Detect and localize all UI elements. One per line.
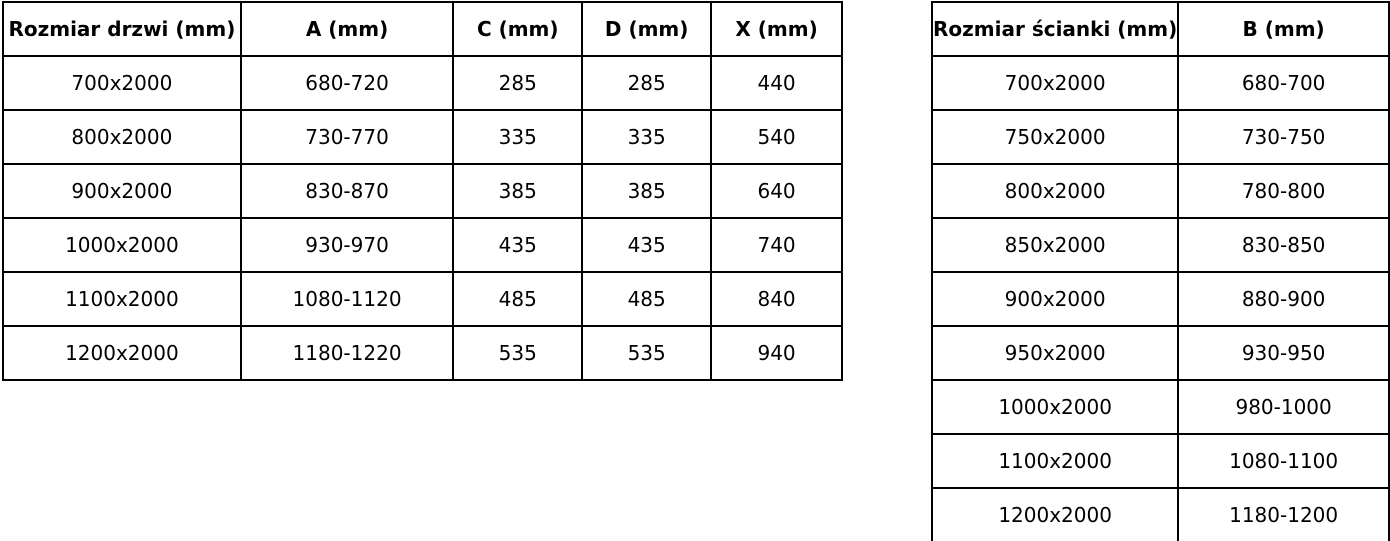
table-cell: 900x2000 — [2, 163, 242, 219]
table-cell: 335 — [581, 109, 713, 165]
table-cell: 1200x2000 — [2, 325, 242, 381]
table-cell: 830-870 — [239, 163, 455, 219]
column-header-d-mm: D (mm) — [581, 1, 713, 57]
table-cell: 385 — [452, 163, 584, 219]
wall-panel-sizes-table: Rozmiar ścianki (mm) B (mm) 700x2000 680-… — [931, 1, 1390, 541]
table-cell: 780-800 — [1177, 163, 1390, 219]
table-header-row: Rozmiar drzwi (mm) A (mm) C (mm) D (mm) … — [2, 1, 844, 57]
table-row: 900x2000 830-870 385 385 640 — [2, 163, 844, 219]
table-cell: 1100x2000 — [2, 271, 242, 327]
table-cell: 1080-1120 — [239, 271, 455, 327]
table-cell: 800x2000 — [2, 109, 242, 165]
table-cell: 730-770 — [239, 109, 455, 165]
table-cell: 850x2000 — [931, 217, 1180, 273]
table-cell: 930-970 — [239, 217, 455, 273]
table-cell: 1000x2000 — [2, 217, 242, 273]
table-row: 950x2000 930-950 — [931, 325, 1390, 381]
table-row: 1100x2000 1080-1100 — [931, 433, 1390, 489]
table-row: 800x2000 730-770 335 335 540 — [2, 109, 844, 165]
table-header-row: Rozmiar ścianki (mm) B (mm) — [931, 1, 1390, 57]
table-cell: 335 — [452, 109, 584, 165]
wall-panel-sizes-table-header: Rozmiar ścianki (mm) B (mm) — [931, 1, 1390, 57]
table-cell: 680-720 — [239, 55, 455, 111]
table-cell: 485 — [452, 271, 584, 327]
table-cell: 940 — [710, 325, 844, 381]
column-header-x-mm: X (mm) — [710, 1, 844, 57]
table-cell: 830-850 — [1177, 217, 1390, 273]
table-cell: 1200x2000 — [931, 487, 1180, 541]
table-cell: 750x2000 — [931, 109, 1180, 165]
table-row: 1200x2000 1180-1200 — [931, 487, 1390, 541]
table-cell: 1180-1220 — [239, 325, 455, 381]
table-row: 800x2000 780-800 — [931, 163, 1390, 219]
table-cell: 800x2000 — [931, 163, 1180, 219]
door-sizes-table-body: 700x2000 680-720 285 285 440 800x2000 730-770 3… — [2, 55, 844, 381]
table-cell: 930-950 — [1177, 325, 1390, 381]
table-cell: 1080-1100 — [1177, 433, 1390, 489]
table-cell: 535 — [581, 325, 713, 381]
table-cell: 950x2000 — [931, 325, 1180, 381]
column-header-rozmiar-drzwi: Rozmiar drzwi (mm) — [2, 1, 242, 57]
table-cell: 730-750 — [1177, 109, 1390, 165]
table-row: 900x2000 880-900 — [931, 271, 1390, 327]
table-row: 1200x2000 1180-1220 535 535 940 — [2, 325, 844, 381]
table-cell: 535 — [452, 325, 584, 381]
table-cell: 1100x2000 — [931, 433, 1180, 489]
door-sizes-table: Rozmiar drzwi (mm) A (mm) C (mm) D (mm) … — [2, 1, 844, 381]
table-cell: 285 — [581, 55, 713, 111]
column-header-b-mm: B (mm) — [1177, 1, 1390, 57]
table-row: 700x2000 680-720 285 285 440 — [2, 55, 844, 111]
table-cell: 1180-1200 — [1177, 487, 1390, 541]
column-header-a-mm: A (mm) — [239, 1, 455, 57]
table-cell: 435 — [581, 217, 713, 273]
table-cell: 900x2000 — [931, 271, 1180, 327]
door-sizes-table-header: Rozmiar drzwi (mm) A (mm) C (mm) D (mm) … — [2, 1, 844, 57]
table-cell: 385 — [581, 163, 713, 219]
table-cell: 1000x2000 — [931, 379, 1180, 435]
table-cell: 840 — [710, 271, 844, 327]
table-cell: 700x2000 — [2, 55, 242, 111]
table-row: 750x2000 730-750 — [931, 109, 1390, 165]
table-cell: 740 — [710, 217, 844, 273]
table-cell: 440 — [710, 55, 844, 111]
table-cell: 880-900 — [1177, 271, 1390, 327]
table-row: 1100x2000 1080-1120 485 485 840 — [2, 271, 844, 327]
table-cell: 285 — [452, 55, 584, 111]
column-header-rozmiar-scianki: Rozmiar ścianki (mm) — [931, 1, 1180, 57]
table-row: 1000x2000 930-970 435 435 740 — [2, 217, 844, 273]
table-cell: 700x2000 — [931, 55, 1180, 111]
table-cell: 640 — [710, 163, 844, 219]
table-row: 850x2000 830-850 — [931, 217, 1390, 273]
wall-panel-sizes-table-body: 700x2000 680-700 750x2000 730-750 800x2000 78… — [931, 55, 1390, 541]
table-cell: 540 — [710, 109, 844, 165]
table-cell: 680-700 — [1177, 55, 1390, 111]
table-cell: 980-1000 — [1177, 379, 1390, 435]
table-row: 700x2000 680-700 — [931, 55, 1390, 111]
table-cell: 435 — [452, 217, 584, 273]
table-cell: 485 — [581, 271, 713, 327]
column-header-c-mm: C (mm) — [452, 1, 584, 57]
table-row: 1000x2000 980-1000 — [931, 379, 1390, 435]
